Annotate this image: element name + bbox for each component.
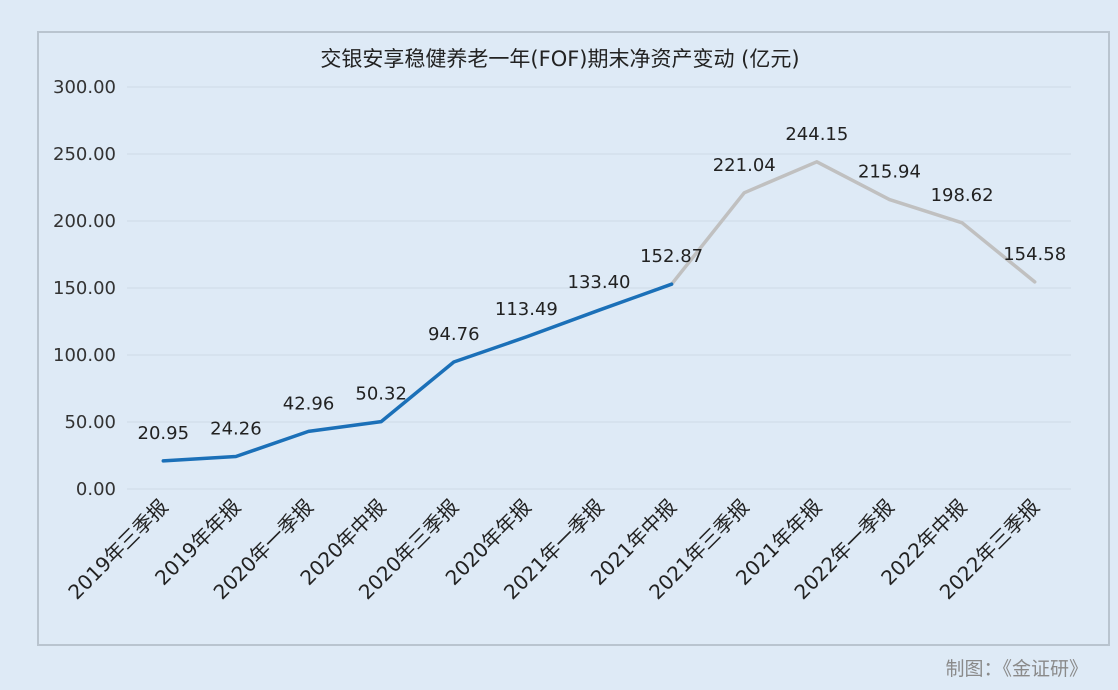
series-line-later	[669, 160, 1037, 286]
y-tick-label: 50.00	[64, 412, 116, 433]
data-label: 215.94	[858, 162, 921, 183]
data-label: 152.87	[640, 246, 703, 267]
y-axis-tick-labels: 0.00 50.00 100.00 150.00 200.00 250.00 300.00	[53, 77, 116, 500]
y-tick-label: 200.00	[53, 211, 116, 232]
y-tick-label: 250.00	[53, 144, 116, 165]
y-tick-label: 0.00	[76, 479, 116, 500]
data-label: 42.96	[283, 393, 335, 414]
data-labels: 20.95 24.26 42.96 50.32 94.76 113.49 133.40 152…	[138, 124, 1067, 444]
data-label: 221.04	[713, 155, 776, 176]
data-label: 198.62	[931, 185, 994, 206]
series-lines	[161, 160, 1037, 463]
data-label: 94.76	[428, 324, 480, 345]
chart-credit: 制图：《金证研》	[945, 658, 1088, 680]
data-label: 113.49	[495, 299, 558, 320]
chart-frame	[37, 31, 1110, 646]
y-tick-label: 150.00	[53, 278, 116, 299]
gridlines	[127, 86, 1071, 490]
x-tick-label: 2019年三季报	[63, 495, 173, 605]
data-label: 133.40	[568, 272, 631, 293]
data-label: 244.15	[785, 124, 848, 145]
data-label: 50.32	[355, 384, 407, 405]
data-label: 20.95	[138, 423, 190, 444]
series-line-highlight	[161, 282, 674, 463]
x-axis-category-labels: 2019年三季报2019年年报2020年一季报2020年中报2020年三季报20…	[63, 495, 1044, 605]
data-label: 24.26	[210, 418, 262, 439]
y-tick-label: 100.00	[53, 345, 116, 366]
data-label: 154.58	[1003, 244, 1066, 265]
y-tick-label: 300.00	[53, 77, 116, 98]
chart-title: 交银安享稳健养老一年(FOF)期末净资产变动 (亿元)	[320, 47, 799, 71]
